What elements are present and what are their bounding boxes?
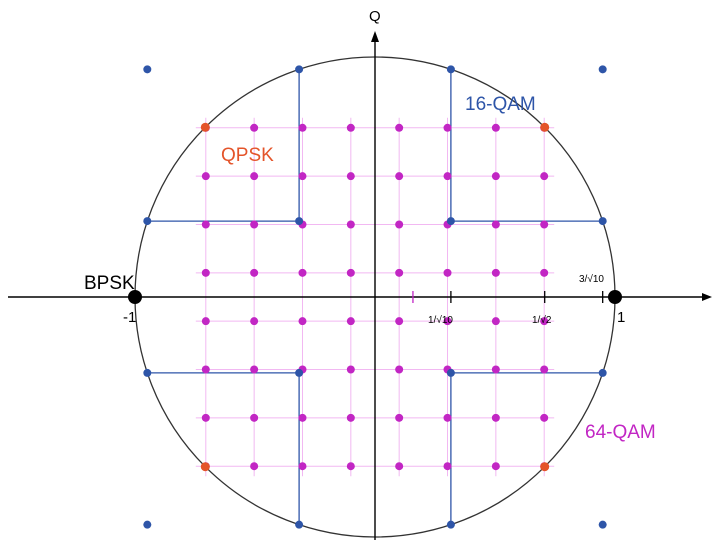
qam64-point: [540, 268, 549, 277]
qam64-point: [250, 365, 259, 374]
qam64-point: [443, 317, 452, 326]
qpsk-point: [200, 462, 210, 472]
qam64-point: [491, 268, 500, 277]
qam64-point: [346, 413, 355, 422]
qam64-point: [443, 268, 452, 277]
qam16-point: [446, 368, 455, 377]
qam64-point: [346, 268, 355, 277]
qam64-point: [346, 220, 355, 229]
qam16-point: [143, 520, 152, 529]
bpsk-point: [128, 290, 142, 304]
qpsk-point: [540, 122, 550, 132]
bpsk-label: BPSK: [84, 273, 135, 294]
qam16-point: [295, 65, 304, 74]
qam16-point: [598, 217, 607, 226]
qam64-point: [491, 413, 500, 422]
qam16-point: [295, 368, 304, 377]
qam16-point: [446, 217, 455, 226]
qam16-guide-lines: [147, 69, 603, 525]
qam64-point: [491, 123, 500, 132]
qam16-point: [598, 65, 607, 74]
qam64-point: [491, 172, 500, 181]
qam64-point: [201, 220, 210, 229]
qam64-point: [443, 413, 452, 422]
qam64-label: 64-QAM: [585, 422, 656, 443]
qam64-point: [201, 365, 210, 374]
qam64-point: [395, 365, 404, 374]
qam64-point: [346, 365, 355, 374]
qam64-point: [201, 413, 210, 422]
qam64-point: [395, 123, 404, 132]
qam64-point: [491, 365, 500, 374]
q-axis-arrow-icon: [371, 31, 379, 42]
qam64-points: [201, 123, 549, 471]
qam64-point: [201, 317, 210, 326]
qam64-point: [443, 123, 452, 132]
qam64-point: [491, 462, 500, 471]
qam16-point: [446, 520, 455, 529]
qam64-point: [491, 220, 500, 229]
qam64-point: [250, 317, 259, 326]
qam64-point: [540, 317, 549, 326]
qam64-point: [540, 365, 549, 374]
qam16-points: [143, 65, 607, 529]
qam64-point: [346, 123, 355, 132]
qam64-point: [201, 268, 210, 277]
qam64-point: [491, 317, 500, 326]
bpsk-point: [608, 290, 622, 304]
qam16-point: [295, 520, 304, 529]
qpsk-points: [200, 122, 550, 472]
qam64-point: [250, 220, 259, 229]
tick-label-one: 1: [617, 309, 625, 326]
axes: [8, 31, 712, 540]
qam16-point: [143, 217, 152, 226]
qpsk-label: QPSK: [221, 145, 274, 166]
qam64-point: [250, 123, 259, 132]
qam64-point: [443, 172, 452, 181]
qam64-point: [298, 413, 307, 422]
qam64-point: [346, 317, 355, 326]
qam16-point: [598, 520, 607, 529]
qam64-point: [443, 462, 452, 471]
qam64-point: [395, 317, 404, 326]
qam64-point: [250, 172, 259, 181]
qam16-point: [143, 368, 152, 377]
qam16-point: [598, 368, 607, 377]
tick-label-three-inv-sqrt10: 3/√10: [579, 273, 604, 285]
i-axis-arrow-icon: [702, 293, 712, 301]
qam64-point: [395, 220, 404, 229]
qam64-point: [250, 462, 259, 471]
qam64-point: [395, 413, 404, 422]
axis-ticks: [412, 291, 604, 303]
tick-label-neg-one: -1: [123, 309, 136, 326]
qam64-point: [346, 462, 355, 471]
qam64-point: [540, 172, 549, 181]
qam16-point: [295, 217, 304, 226]
q-axis-label: Q: [369, 8, 381, 25]
qam64-point: [201, 172, 210, 181]
qpsk-point: [540, 462, 550, 472]
tick-label-inv-sqrt2: 1/√2: [532, 314, 552, 326]
qam64-point: [298, 172, 307, 181]
tick-label-inv-sqrt10: 1/√10: [428, 314, 453, 326]
qam64-point: [346, 172, 355, 181]
qam64-point: [298, 462, 307, 471]
qam64-point: [540, 413, 549, 422]
qam64-point: [540, 220, 549, 229]
bpsk-points: [128, 290, 622, 304]
qam64-point: [395, 172, 404, 181]
qam64-point: [250, 413, 259, 422]
qam64-point: [298, 123, 307, 132]
qam64-point: [250, 268, 259, 277]
qam16-point: [446, 65, 455, 74]
qam64-point: [395, 462, 404, 471]
qpsk-point: [200, 122, 210, 132]
qam64-point: [395, 268, 404, 277]
qam16-label: 16-QAM: [465, 94, 536, 115]
qam64-point: [298, 317, 307, 326]
qam16-point: [143, 65, 152, 74]
qam64-point: [298, 268, 307, 277]
